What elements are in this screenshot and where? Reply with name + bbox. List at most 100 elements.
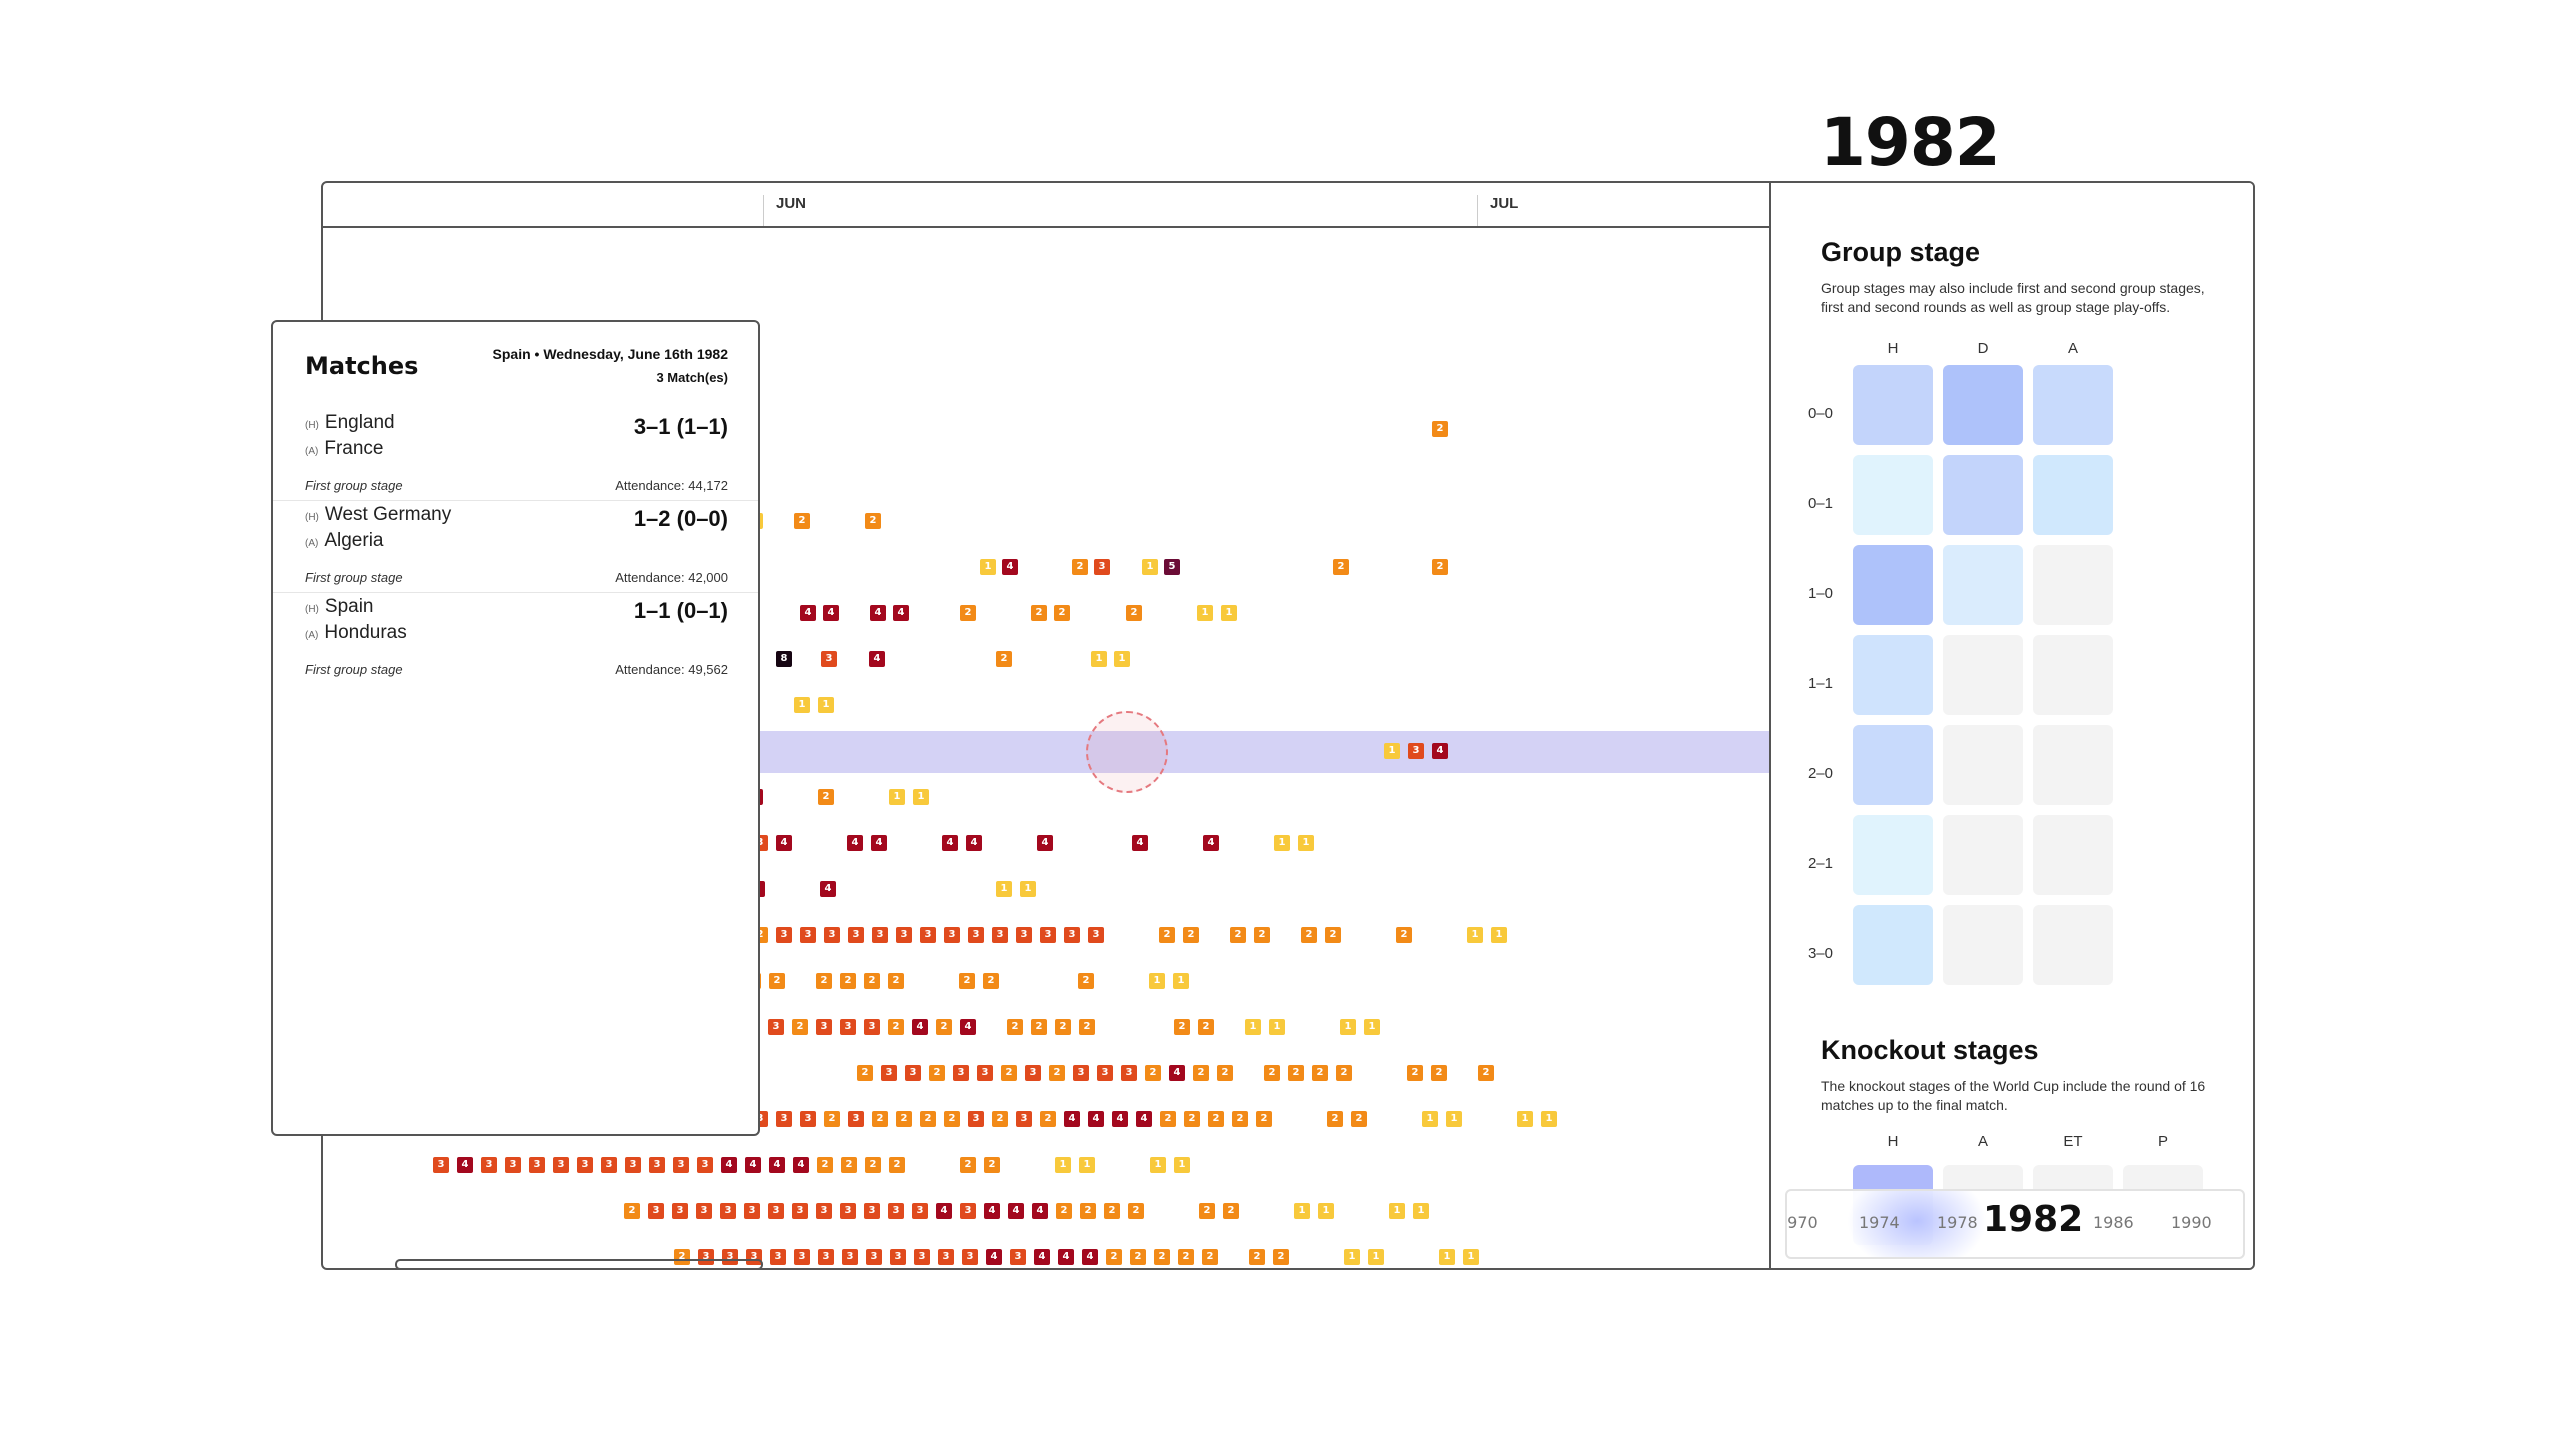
match-square[interactable]: 4 xyxy=(1032,1203,1048,1219)
match-square[interactable]: 4 xyxy=(1002,559,1018,575)
match-square[interactable]: 3 xyxy=(938,1249,954,1265)
match-square[interactable]: 3 xyxy=(1016,1111,1032,1127)
match-square[interactable]: 2 xyxy=(983,973,999,989)
match-square[interactable]: 1 xyxy=(1368,1249,1384,1265)
match-square[interactable]: 4 xyxy=(1432,743,1448,759)
match-square[interactable]: 2 xyxy=(1208,1111,1224,1127)
match-square[interactable]: 2 xyxy=(1325,927,1341,943)
match-square[interactable]: 4 xyxy=(942,835,958,851)
match-square[interactable]: 4 xyxy=(793,1157,809,1173)
match-square[interactable]: 2 xyxy=(817,1157,833,1173)
match-square[interactable]: 3 xyxy=(888,1203,904,1219)
match-square[interactable]: 4 xyxy=(1034,1249,1050,1265)
group-result-cell[interactable] xyxy=(2033,725,2113,805)
match-square[interactable]: 3 xyxy=(800,927,816,943)
match-square[interactable]: 2 xyxy=(818,789,834,805)
match-square[interactable]: 2 xyxy=(1193,1065,1209,1081)
match-square[interactable]: 1 xyxy=(818,697,834,713)
match-square[interactable]: 3 xyxy=(872,927,888,943)
group-result-cell[interactable] xyxy=(1943,815,2023,895)
group-result-cell[interactable] xyxy=(1943,455,2023,535)
match-square[interactable]: 1 xyxy=(1079,1157,1095,1173)
year-option-selected[interactable]: 1982 xyxy=(1983,1199,2084,1240)
match-square[interactable]: 2 xyxy=(792,1019,808,1035)
match-square[interactable]: 2 xyxy=(1202,1249,1218,1265)
match-square[interactable]: 2 xyxy=(816,973,832,989)
match-square[interactable]: 2 xyxy=(1106,1249,1122,1265)
match-square[interactable]: 3 xyxy=(816,1019,832,1035)
match-square[interactable]: 2 xyxy=(1217,1065,1233,1081)
match-square[interactable]: 3 xyxy=(818,1249,834,1265)
group-result-cell[interactable] xyxy=(2033,455,2113,535)
match-square[interactable]: 2 xyxy=(1301,927,1317,943)
match-square[interactable]: 4 xyxy=(1112,1111,1128,1127)
horizontal-scrollbar[interactable] xyxy=(395,1259,763,1268)
match-square[interactable]: 3 xyxy=(953,1065,969,1081)
match-square[interactable]: 2 xyxy=(960,1157,976,1173)
match-square[interactable]: 4 xyxy=(912,1019,928,1035)
match-square[interactable]: 3 xyxy=(1010,1249,1026,1265)
group-result-cell[interactable] xyxy=(2033,365,2113,445)
match-square[interactable]: 2 xyxy=(1056,1203,1072,1219)
match-square[interactable]: 2 xyxy=(1351,1111,1367,1127)
match-square[interactable]: 3 xyxy=(673,1157,689,1173)
match-square[interactable]: 3 xyxy=(794,1249,810,1265)
match-square[interactable]: 3 xyxy=(1016,927,1032,943)
match-square[interactable]: 4 xyxy=(800,605,816,621)
match-square[interactable]: 1 xyxy=(1274,835,1290,851)
group-result-cell[interactable] xyxy=(1853,365,1933,445)
group-result-cell[interactable] xyxy=(1853,905,1933,985)
match-square[interactable]: 2 xyxy=(920,1111,936,1127)
match-square[interactable]: 3 xyxy=(768,1019,784,1035)
match-square[interactable]: 4 xyxy=(870,605,886,621)
match-square[interactable]: 3 xyxy=(776,1111,792,1127)
match-square[interactable]: 2 xyxy=(1055,1019,1071,1035)
match-square[interactable]: 3 xyxy=(864,1203,880,1219)
match-square[interactable]: 1 xyxy=(1318,1203,1334,1219)
match-square[interactable]: 4 xyxy=(1136,1111,1152,1127)
match-square[interactable]: 3 xyxy=(1040,927,1056,943)
match-square[interactable]: 2 xyxy=(936,1019,952,1035)
match-square[interactable]: 3 xyxy=(601,1157,617,1173)
match-square[interactable]: 2 xyxy=(1256,1111,1272,1127)
match-square[interactable]: 2 xyxy=(1336,1065,1352,1081)
match-square[interactable]: 3 xyxy=(648,1203,664,1219)
match-square[interactable]: 1 xyxy=(794,697,810,713)
match-square[interactable]: 1 xyxy=(980,559,996,575)
group-result-cell[interactable] xyxy=(1853,545,1933,625)
match-square[interactable]: 2 xyxy=(769,973,785,989)
match-square[interactable]: 3 xyxy=(1073,1065,1089,1081)
match-square[interactable]: 3 xyxy=(992,927,1008,943)
match-square[interactable]: 1 xyxy=(1344,1249,1360,1265)
match-square[interactable]: 3 xyxy=(905,1065,921,1081)
match-square[interactable]: 2 xyxy=(1049,1065,1065,1081)
match-square[interactable]: 2 xyxy=(864,973,880,989)
match-square[interactable]: 3 xyxy=(577,1157,593,1173)
match-square[interactable]: 4 xyxy=(823,605,839,621)
year-option-1986[interactable]: 1986 xyxy=(2093,1213,2134,1232)
match-square[interactable]: 3 xyxy=(962,1249,978,1265)
match-square[interactable]: 1 xyxy=(1114,651,1130,667)
match-square[interactable]: 3 xyxy=(433,1157,449,1173)
match-square[interactable]: 2 xyxy=(1478,1065,1494,1081)
match-square[interactable]: 4 xyxy=(1169,1065,1185,1081)
match-square[interactable]: 2 xyxy=(1031,1019,1047,1035)
match-square[interactable]: 2 xyxy=(1080,1203,1096,1219)
match-square[interactable]: 2 xyxy=(1432,421,1448,437)
match-square[interactable]: 3 xyxy=(866,1249,882,1265)
group-result-cell[interactable] xyxy=(2033,635,2113,715)
match-square[interactable]: 1 xyxy=(1150,1157,1166,1173)
match-square[interactable]: 2 xyxy=(1183,927,1199,943)
match-square[interactable]: 2 xyxy=(888,973,904,989)
group-result-cell[interactable] xyxy=(2033,545,2113,625)
match-square[interactable]: 3 xyxy=(1408,743,1424,759)
match-square[interactable]: 3 xyxy=(824,927,840,943)
match-square[interactable]: 1 xyxy=(1298,835,1314,851)
match-square[interactable]: 4 xyxy=(1082,1249,1098,1265)
match-square[interactable]: 3 xyxy=(1088,927,1104,943)
match-item[interactable]: (H) Spain (A) Honduras 1–1 (0–1) First gro… xyxy=(273,592,758,684)
match-square[interactable]: 2 xyxy=(1160,1111,1176,1127)
match-square[interactable]: 2 xyxy=(1273,1249,1289,1265)
match-square[interactable]: 1 xyxy=(1173,973,1189,989)
group-result-cell[interactable] xyxy=(1943,365,2023,445)
